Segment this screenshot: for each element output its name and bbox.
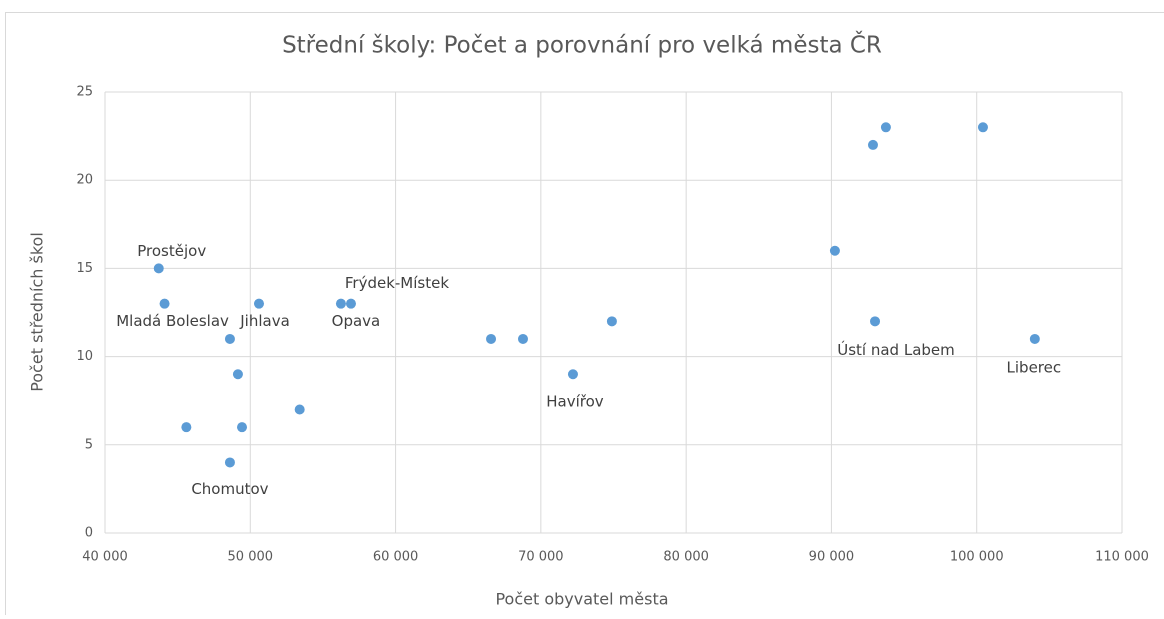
- chart-title: Střední školy: Počet a porovnání pro vel…: [282, 31, 882, 59]
- x-tick-label: 110 000: [1095, 550, 1149, 565]
- y-tick-label: 15: [76, 261, 93, 276]
- data-label: Mladá Boleslav: [116, 312, 229, 330]
- point: [346, 299, 356, 309]
- data-label: Chomutov: [191, 480, 268, 498]
- data-label: Ústí nad Labem: [837, 340, 955, 359]
- point: [868, 140, 878, 150]
- y-tick-label: 20: [76, 173, 93, 188]
- x-tick-label: 50 000: [228, 550, 274, 565]
- x-tick-label: 80 000: [663, 550, 709, 565]
- point: [568, 369, 578, 379]
- data-label: Liberec: [1007, 358, 1062, 376]
- data-label: Havířov: [546, 393, 604, 411]
- data-label: Opava: [332, 312, 381, 330]
- point: [607, 316, 617, 326]
- x-axis-title: Počet obyvatel města: [495, 590, 668, 609]
- y-tick-label: 10: [76, 349, 93, 364]
- point: [1030, 334, 1040, 344]
- y-tick-label: 25: [76, 85, 93, 100]
- point: [295, 405, 305, 415]
- x-tick-label: 90 000: [809, 550, 855, 565]
- point: [225, 457, 235, 467]
- point: [254, 299, 264, 309]
- point: [870, 316, 880, 326]
- data-label: Frýdek-Místek: [345, 274, 449, 292]
- y-tick-label: 5: [85, 437, 93, 452]
- point: [181, 422, 191, 432]
- point: [518, 334, 528, 344]
- point: [978, 122, 988, 132]
- point: [237, 422, 247, 432]
- point: [830, 246, 840, 256]
- x-tick-label: 60 000: [373, 550, 419, 565]
- point: [225, 334, 235, 344]
- x-tick-label: 40 000: [82, 550, 128, 565]
- point: [160, 299, 170, 309]
- data-label: Jihlava: [239, 312, 290, 330]
- y-axis-title: Počet středních škol: [28, 232, 47, 392]
- point: [336, 299, 346, 309]
- data-label: Prostějov: [137, 242, 206, 260]
- x-tick-label: 100 000: [950, 550, 1004, 565]
- y-tick-label: 0: [85, 526, 93, 541]
- x-tick-label: 70 000: [518, 550, 564, 565]
- point: [881, 122, 891, 132]
- point: [486, 334, 496, 344]
- point: [233, 369, 243, 379]
- point: [154, 263, 164, 273]
